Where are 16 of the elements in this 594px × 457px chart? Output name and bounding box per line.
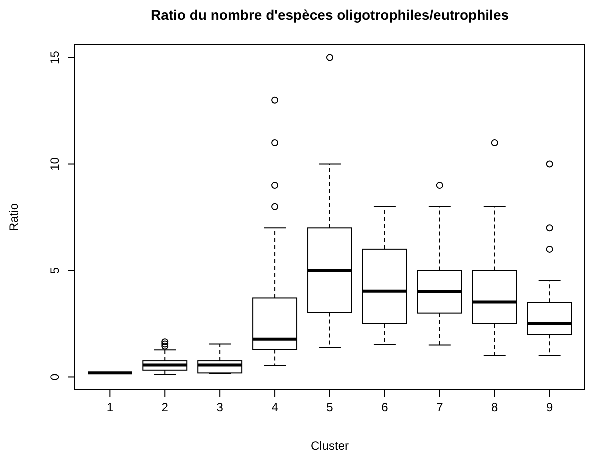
x-tick-label: 1 bbox=[106, 400, 114, 415]
y-tick-label: 15 bbox=[48, 50, 62, 64]
y-tick-label: 10 bbox=[48, 157, 62, 171]
y-tick-label: 0 bbox=[48, 374, 62, 381]
x-tick-label: 2 bbox=[162, 400, 169, 415]
x-tick-label: 7 bbox=[436, 400, 444, 415]
x-tick-label: 8 bbox=[492, 400, 499, 415]
y-tick-label: 5 bbox=[48, 267, 62, 274]
x-tick-label: 5 bbox=[326, 400, 334, 415]
x-tick-label: 9 bbox=[546, 400, 554, 415]
x-tick-label: 4 bbox=[272, 400, 279, 415]
chart-title: Ratio du nombre d'espèces oligotrophiles/eutrophiles bbox=[150, 7, 510, 23]
x-tick-label: 3 bbox=[216, 400, 224, 415]
x-axis-title: Cluster bbox=[310, 439, 350, 453]
y-axis-title: Ratio bbox=[7, 203, 21, 232]
x-tick-label: 6 bbox=[382, 400, 389, 415]
